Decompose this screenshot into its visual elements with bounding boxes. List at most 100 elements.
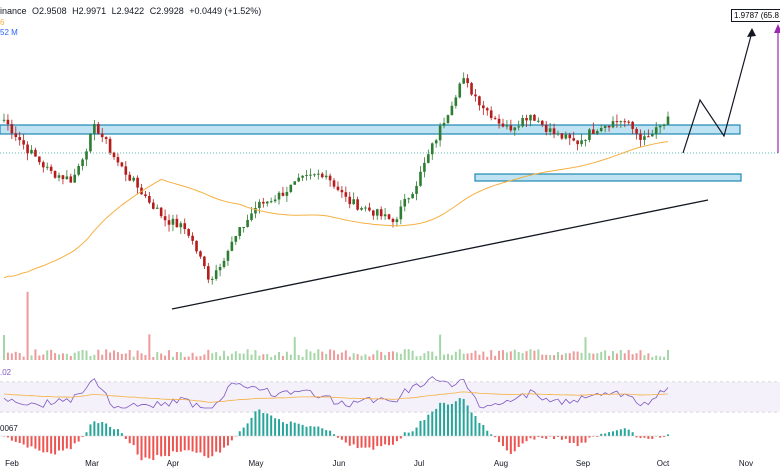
- volume-bar: [600, 351, 603, 360]
- volume-bar: [207, 349, 210, 360]
- volume-bar: [250, 354, 253, 360]
- macd-bar: [474, 416, 477, 436]
- macd-bar: [427, 414, 430, 436]
- volume-bar: [564, 353, 567, 360]
- candle-body: [85, 151, 88, 160]
- volume-bar: [517, 352, 520, 360]
- volume-bar: [148, 334, 151, 360]
- volume-bar: [655, 355, 658, 360]
- macd-bar: [498, 436, 501, 443]
- macd-bar: [553, 436, 556, 440]
- macd-bar: [419, 420, 422, 436]
- volume-bar: [604, 350, 607, 360]
- macd-bar: [651, 436, 654, 439]
- volume-bar: [313, 352, 316, 360]
- volume-bar: [501, 350, 504, 360]
- macd-bar: [596, 436, 599, 437]
- volume-bar: [529, 349, 532, 360]
- x-axis-label: Feb: [5, 459, 19, 468]
- macd-bar: [486, 430, 489, 436]
- macd-bar: [501, 436, 504, 447]
- macd-bar: [128, 436, 131, 444]
- candle-body: [482, 105, 485, 109]
- volume-bar: [391, 351, 394, 360]
- candle-body: [281, 192, 285, 196]
- macd-bar: [242, 427, 245, 436]
- macd-bar: [478, 422, 481, 436]
- candle-body: [497, 118, 501, 124]
- projection-arrow[interactable]: [682, 24, 780, 154]
- volume-bar: [254, 350, 257, 360]
- candle-body: [584, 139, 587, 141]
- trend-lines[interactable]: [171, 199, 709, 310]
- volume-bar: [293, 337, 296, 360]
- volume-bar: [144, 355, 147, 360]
- candle-body: [167, 220, 171, 225]
- candle-body: [474, 94, 477, 97]
- candle-body: [128, 174, 132, 181]
- macd-bar: [116, 429, 119, 436]
- volume-bar: [423, 353, 426, 360]
- candle-body: [615, 121, 619, 123]
- volume-bar: [549, 355, 552, 360]
- candle-body: [462, 78, 465, 84]
- macd-bar: [564, 436, 567, 439]
- candle-body: [430, 143, 434, 155]
- volume-bar: [458, 349, 461, 360]
- macd-bar: [604, 433, 607, 436]
- volume-bar: [238, 353, 241, 360]
- volume-bar: [651, 356, 654, 360]
- volume-bar: [3, 335, 5, 360]
- ma-line: [3, 141, 669, 279]
- candle-body: [540, 120, 544, 125]
- x-axis-label: May: [248, 459, 263, 468]
- volume-bar: [580, 352, 583, 360]
- resistance-zone: [0, 124, 741, 135]
- volume-bar: [116, 352, 119, 360]
- macd-bar: [643, 436, 646, 438]
- volume-bar: [333, 350, 336, 360]
- volume-bar: [439, 334, 442, 360]
- candle-body: [647, 136, 650, 138]
- volume-bar: [596, 353, 599, 360]
- volume-bar: [156, 352, 159, 360]
- candle-body: [666, 116, 670, 125]
- horizontal-zones[interactable]: [0, 124, 742, 182]
- candle-body: [411, 193, 414, 199]
- candle-body: [277, 192, 281, 200]
- macd-bar: [336, 436, 339, 438]
- candle-body: [262, 201, 265, 204]
- macd-bar: [293, 422, 296, 436]
- candle-body: [403, 198, 407, 207]
- candle-body: [320, 173, 324, 178]
- macd-bar: [619, 429, 622, 436]
- macd-bar: [113, 429, 116, 436]
- macd-bar: [278, 419, 281, 436]
- macd-bar: [584, 436, 587, 443]
- candle-body: [501, 123, 505, 127]
- volume-bar: [164, 355, 167, 360]
- candle-body: [159, 207, 163, 217]
- candle-body: [30, 149, 33, 154]
- volume-bar: [336, 354, 339, 360]
- volume-bar: [454, 351, 457, 360]
- volume-legend: 52 M: [0, 28, 18, 37]
- macd-bar: [439, 402, 442, 436]
- exchange-name: inance: [0, 6, 27, 16]
- volume-bar: [246, 349, 249, 360]
- macd-bar: [42, 436, 45, 453]
- volume-bar: [470, 352, 473, 360]
- candle-body: [124, 166, 128, 175]
- close-value: C2.9928: [149, 6, 184, 16]
- candle-body: [207, 266, 210, 280]
- candle-body: [10, 124, 14, 134]
- volume-bar: [623, 353, 626, 360]
- macd-bar: [391, 436, 394, 445]
- rsi-band-fill: [0, 382, 780, 412]
- macd-bar: [65, 436, 68, 449]
- candle-body: [478, 96, 481, 106]
- macd-bar: [18, 436, 21, 444]
- macd-bar: [207, 436, 210, 458]
- macd-bar: [592, 436, 595, 437]
